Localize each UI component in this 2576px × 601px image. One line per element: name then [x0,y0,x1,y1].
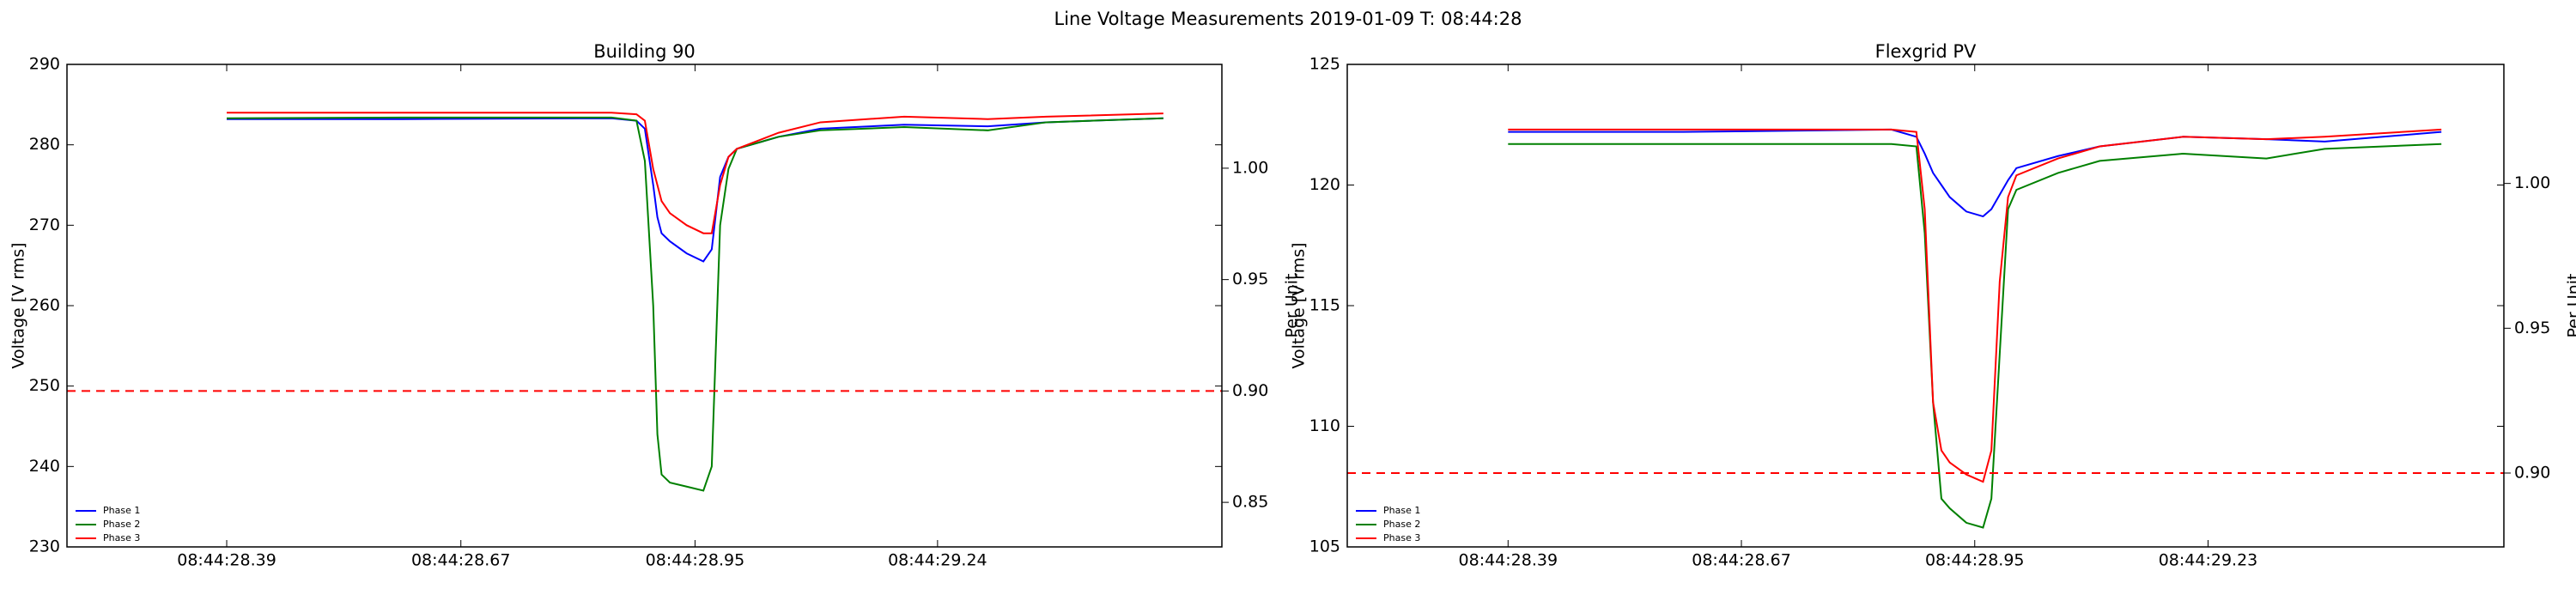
y2-tick-label: 0.95 [1232,270,1268,288]
y-axis-label: Voltage [V rms] [9,242,28,368]
y-tick-label: 250 [29,376,60,395]
y-tick-label: 120 [1309,175,1340,194]
y-tick-label: 110 [1309,416,1340,435]
y-tick-label: 260 [29,296,60,315]
x-tick-label: 08:44:29.23 [2159,551,2258,570]
y-tick-label: 115 [1309,296,1340,315]
axes-title: Flexgrid PV [1875,41,1977,62]
axes-frame [1346,64,2505,548]
legend-label: Phase 1 [103,505,140,516]
y2-tick-label: 0.85 [1232,493,1268,512]
x-tick-label: 08:44:28.95 [1925,551,2025,570]
legend-label: Phase 3 [1383,532,1420,543]
series-line [227,117,1163,263]
y-tick-label: 280 [29,135,60,154]
axes-frame [66,64,1223,548]
x-tick-label: 08:44:28.95 [646,551,745,570]
x-tick-label: 08:44:28.39 [1459,551,1558,570]
legend-label: Phase 2 [103,519,140,530]
figure-title: Line Voltage Measurements 2019-01-09 T: … [1054,9,1522,29]
y-axis-label: Voltage [V rms] [1290,242,1309,368]
legend-label: Phase 1 [1383,505,1420,516]
y-tick-label: 105 [1309,537,1340,556]
legend-label: Phase 3 [103,532,140,543]
x-tick-label: 08:44:28.67 [1692,551,1791,570]
series-line [1508,143,2442,529]
series-line [227,112,1163,234]
y-tick-label: 290 [29,55,60,74]
y2-tick-label: 0.90 [2514,463,2550,482]
plot-area [67,112,1222,492]
y2-axis-label: Per Unit [1283,274,1302,338]
series-line [1508,128,2442,483]
legend-label: Phase 2 [1383,519,1420,530]
y2-tick-label: 1.00 [1232,158,1268,177]
y-tick-label: 270 [29,216,60,234]
y2-axis-label: Per Unit [2565,274,2576,338]
y-tick-label: 230 [29,537,60,556]
plot-area [1347,128,2504,529]
y2-tick-label: 0.90 [1232,381,1268,400]
y-tick-label: 125 [1309,55,1340,74]
x-tick-label: 08:44:29.24 [888,551,987,570]
x-tick-label: 08:44:28.39 [177,551,276,570]
axes-title: Building 90 [593,41,696,62]
y2-tick-label: 1.00 [2514,173,2550,192]
y-tick-label: 240 [29,457,60,476]
x-tick-label: 08:44:28.67 [411,551,511,570]
series-line [227,116,1163,492]
y2-tick-label: 0.95 [2514,319,2550,337]
